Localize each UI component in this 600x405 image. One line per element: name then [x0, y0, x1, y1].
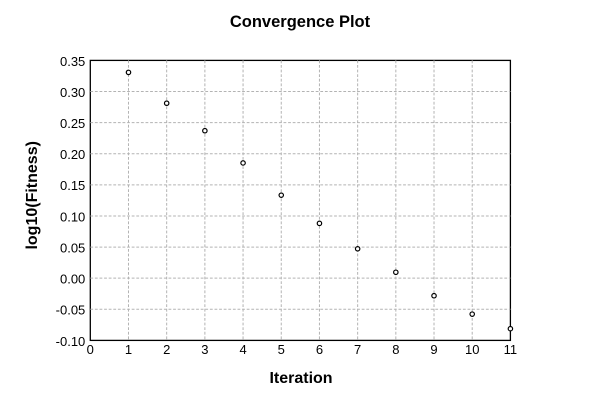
svg-text:0.25: 0.25	[60, 116, 85, 131]
svg-text:5: 5	[278, 342, 285, 357]
svg-text:Convergence Plot: Convergence Plot	[230, 13, 371, 31]
svg-text:0.00: 0.00	[60, 272, 85, 287]
svg-text:0.30: 0.30	[60, 85, 85, 100]
svg-text:log10(Fitness): log10(Fitness)	[24, 141, 41, 249]
svg-text:6: 6	[316, 342, 323, 357]
svg-text:0.20: 0.20	[60, 147, 85, 162]
svg-text:0.10: 0.10	[60, 209, 85, 224]
svg-text:7: 7	[354, 342, 361, 357]
svg-text:11: 11	[504, 342, 518, 357]
svg-text:0.15: 0.15	[60, 178, 85, 193]
svg-text:8: 8	[392, 342, 399, 357]
svg-text:3: 3	[201, 342, 208, 357]
svg-text:4: 4	[239, 342, 246, 357]
svg-text:Iteration: Iteration	[269, 370, 332, 387]
svg-text:1: 1	[125, 342, 132, 357]
svg-text:2: 2	[163, 342, 170, 357]
svg-text:0: 0	[87, 342, 94, 357]
svg-text:-0.10: -0.10	[56, 334, 86, 349]
svg-text:-0.05: -0.05	[56, 303, 86, 318]
svg-text:10: 10	[465, 342, 479, 357]
svg-text:9: 9	[430, 342, 437, 357]
svg-text:0.35: 0.35	[60, 54, 85, 69]
svg-text:0.05: 0.05	[60, 240, 85, 255]
